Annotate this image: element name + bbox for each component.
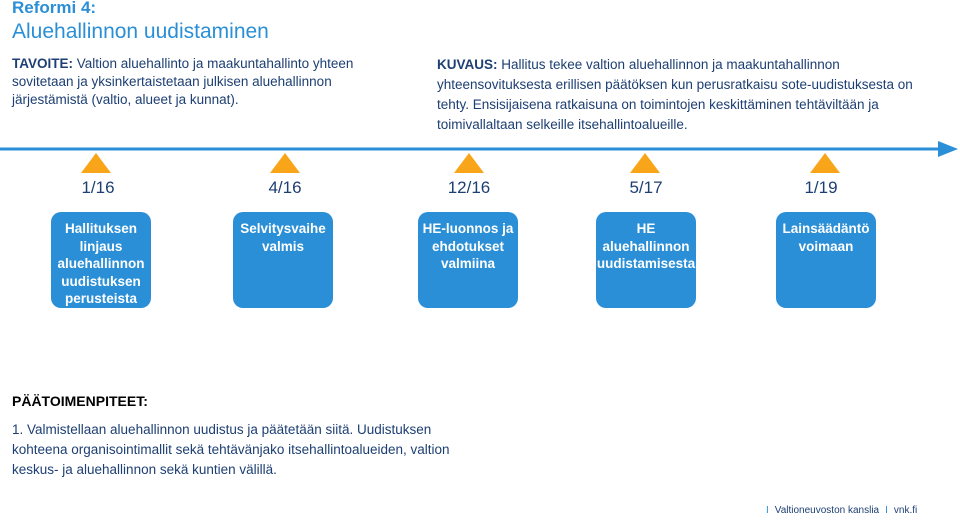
timeline-arrow xyxy=(0,141,958,157)
milestone-date: 5/17 xyxy=(629,178,663,197)
description-label: KUVAUS: xyxy=(437,57,498,72)
milestone-box: Lainsäädäntö voimaan xyxy=(776,212,876,308)
milestone-date: 12/16 xyxy=(447,178,491,197)
milestone-box: Hallituksen linjaus aluehallinnon uudist… xyxy=(51,212,151,308)
footer-separator: I xyxy=(766,505,769,516)
milestone-box: Selvitysvaihe valmis xyxy=(233,212,333,308)
reform-number: Reformi 4: xyxy=(12,0,97,17)
footer-site-link[interactable]: vnk.fi xyxy=(893,505,918,516)
footer-separator: I xyxy=(885,505,888,516)
milestone-date: 4/16 xyxy=(268,178,302,197)
description-section: KUVAUS: Hallitus tekee valtion aluehalli… xyxy=(437,55,937,135)
milestone-marker xyxy=(270,153,300,173)
goal-section: TAVOITE: Valtion aluehallinto ja maakunt… xyxy=(12,55,392,109)
milestone-marker xyxy=(81,153,111,173)
goal-label: TAVOITE: xyxy=(12,56,73,71)
milestone-box: HE aluehallinnon uudistamisesta xyxy=(596,212,696,308)
actions-title: PÄÄTOIMENPITEET: xyxy=(12,393,148,409)
milestone-marker xyxy=(810,153,840,173)
goal-text: Valtion aluehallinto ja maakuntahallinto… xyxy=(12,56,354,107)
milestone-marker xyxy=(454,153,484,173)
description-text: Hallitus tekee valtion aluehallinnon ja … xyxy=(437,57,913,132)
footer-org[interactable]: Valtioneuvoston kanslia xyxy=(774,505,880,516)
milestone-box: HE-luonnos ja ehdotukset valmiina xyxy=(418,212,518,308)
milestone-date: 1/16 xyxy=(81,178,115,197)
milestone-marker xyxy=(630,153,660,173)
actions-text: 1. Valmistellaan aluehallinnon uudistus … xyxy=(12,422,450,477)
page-title: Aluehallinnon uudistaminen xyxy=(12,20,269,43)
milestone-date: 1/19 xyxy=(804,178,838,197)
